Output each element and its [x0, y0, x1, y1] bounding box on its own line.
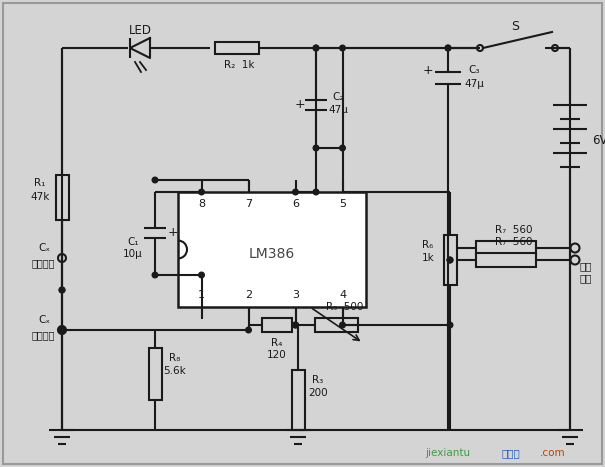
Circle shape	[59, 287, 65, 293]
Bar	[476, 241, 536, 255]
Circle shape	[313, 145, 319, 151]
Circle shape	[152, 177, 158, 183]
Text: .com: .com	[540, 448, 566, 458]
Text: +: +	[423, 64, 433, 77]
Text: +: +	[168, 226, 178, 239]
Text: C₁: C₁	[127, 237, 139, 247]
Circle shape	[59, 327, 65, 333]
Bar	[292, 370, 304, 430]
Circle shape	[447, 322, 453, 328]
Circle shape	[152, 272, 158, 278]
Text: 输出: 输出	[580, 261, 592, 271]
Circle shape	[198, 272, 204, 278]
Text: 6: 6	[292, 199, 299, 209]
Bar	[215, 42, 259, 54]
Bar	[443, 235, 457, 285]
Bar	[178, 192, 366, 307]
Text: R₃: R₃	[312, 375, 324, 385]
Text: C₃: C₃	[468, 65, 480, 75]
Circle shape	[339, 322, 345, 328]
Circle shape	[293, 189, 298, 195]
Text: Cₓ: Cₓ	[38, 243, 50, 253]
Circle shape	[198, 189, 204, 195]
Circle shape	[339, 145, 345, 151]
Text: R₄: R₄	[271, 338, 283, 348]
Text: jiexiantu: jiexiantu	[425, 448, 470, 458]
Circle shape	[313, 189, 319, 195]
Text: R₆: R₆	[422, 240, 434, 250]
Circle shape	[447, 257, 453, 263]
Text: 120: 120	[267, 350, 287, 360]
Text: 4: 4	[339, 290, 346, 300]
Text: S: S	[511, 20, 519, 33]
Circle shape	[59, 287, 65, 293]
Circle shape	[293, 322, 298, 328]
Circle shape	[59, 327, 65, 333]
Text: 3: 3	[292, 290, 299, 300]
Text: 5.6k: 5.6k	[163, 366, 186, 376]
Text: 6V: 6V	[592, 134, 605, 147]
Text: 1: 1	[198, 290, 205, 300]
Text: R₇  560: R₇ 560	[495, 225, 533, 235]
Text: 输出: 输出	[580, 273, 592, 283]
Text: LED: LED	[128, 23, 151, 36]
Text: 47μ: 47μ	[464, 79, 484, 89]
Text: R₂  1k: R₂ 1k	[224, 60, 254, 70]
Text: C₂: C₂	[332, 92, 344, 102]
Text: 5: 5	[339, 199, 346, 209]
Text: 200: 200	[308, 388, 328, 398]
Text: 插电容器: 插电容器	[32, 330, 56, 340]
Circle shape	[313, 45, 319, 51]
Text: 插电容器: 插电容器	[32, 258, 56, 268]
Text: +: +	[295, 98, 306, 111]
Text: 47k: 47k	[30, 192, 50, 202]
Text: R₁: R₁	[34, 178, 46, 188]
Circle shape	[445, 45, 451, 51]
Text: R₈: R₈	[169, 353, 181, 363]
Text: 7: 7	[245, 199, 252, 209]
Bar	[262, 318, 292, 332]
Bar	[315, 318, 358, 332]
Text: 接线图: 接线图	[502, 448, 521, 458]
Circle shape	[313, 45, 319, 51]
Text: LM386: LM386	[249, 247, 295, 261]
Circle shape	[246, 327, 251, 333]
Circle shape	[447, 257, 453, 263]
Bar	[56, 175, 68, 220]
Text: R₇  560: R₇ 560	[495, 237, 533, 247]
Text: 10μ: 10μ	[123, 249, 143, 259]
Bar	[476, 253, 536, 267]
Circle shape	[445, 45, 451, 51]
Text: Cₓ: Cₓ	[38, 315, 50, 325]
Bar	[148, 348, 162, 400]
Text: R₅  500: R₅ 500	[326, 302, 363, 312]
Circle shape	[339, 45, 345, 51]
Text: 2: 2	[245, 290, 252, 300]
Circle shape	[293, 322, 298, 328]
Text: 47μ: 47μ	[328, 105, 348, 115]
Text: 8: 8	[198, 199, 205, 209]
Text: 1k: 1k	[422, 253, 434, 263]
